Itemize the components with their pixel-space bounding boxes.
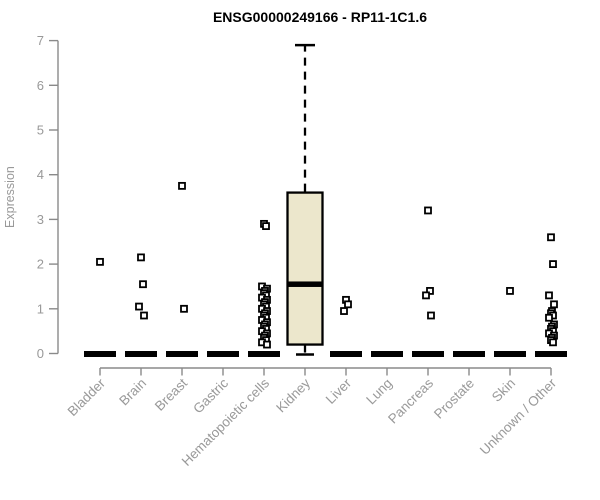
outlier-point <box>426 287 434 295</box>
collapsed-median-bar <box>371 351 403 357</box>
outlier-point <box>547 233 555 242</box>
x-tick-label: Unknown / Other <box>477 375 560 458</box>
collapsed-median-bar <box>453 351 485 357</box>
y-tick-label: 5 <box>37 123 44 138</box>
x-tick-label: Breast <box>152 375 190 413</box>
outlier-point <box>180 304 188 313</box>
outlier-point <box>137 253 145 262</box>
x-tick-label: Gastric <box>190 375 231 416</box>
x-tick-label: Brain <box>116 376 149 409</box>
x-tick-label: Prostate <box>431 376 477 422</box>
x-tick-label: Bladder <box>65 375 109 419</box>
collapsed-median-bar <box>535 351 567 357</box>
x-tick-label: Lung <box>363 376 395 408</box>
outlier-point <box>545 291 553 300</box>
outlier-point <box>340 307 348 315</box>
y-tick-label: 4 <box>37 167 44 182</box>
outlier-point <box>140 311 148 320</box>
outlier-point <box>422 291 430 300</box>
collapsed-median-bar <box>166 351 198 357</box>
outlier-point <box>262 222 270 231</box>
y-axis-title: Expression <box>3 166 17 228</box>
collapsed-median-bar <box>248 351 280 357</box>
x-tick-label: Liver <box>323 375 355 407</box>
outlier-point <box>549 260 557 269</box>
collapsed-median-bar <box>125 351 157 357</box>
y-tick-label: 1 <box>37 301 44 316</box>
y-tick-label: 3 <box>37 212 44 227</box>
outlier-point <box>344 300 352 309</box>
outlier-point <box>96 257 104 266</box>
y-tick-label: 0 <box>37 346 44 361</box>
chart-title: ENSG00000249166 - RP11-1C1.6 <box>212 9 428 25</box>
x-tick-label: Skin <box>489 376 518 405</box>
outlier-point <box>178 181 186 190</box>
collapsed-median-bar <box>207 351 239 357</box>
outlier-point <box>427 311 435 320</box>
outlier-point <box>549 338 557 347</box>
outlier-point <box>139 280 147 289</box>
y-tick-label: 6 <box>37 78 44 93</box>
y-tick-label: 7 <box>37 33 44 48</box>
outlier-point <box>545 313 553 322</box>
outlier-point <box>506 287 514 295</box>
collapsed-median-bar <box>330 351 362 357</box>
outlier-point <box>135 302 143 311</box>
outlier-point <box>263 340 271 349</box>
outlier-point <box>424 206 432 215</box>
outlier-point <box>550 300 558 309</box>
x-tick-label: Kidney <box>273 375 313 415</box>
x-tick-label: Pancreas <box>385 375 436 426</box>
median-line <box>287 281 323 287</box>
box <box>286 191 324 346</box>
collapsed-median-bar <box>84 351 116 357</box>
collapsed-median-bar <box>494 351 526 357</box>
y-tick-label: 2 <box>37 257 44 272</box>
collapsed-median-bar <box>412 351 444 357</box>
